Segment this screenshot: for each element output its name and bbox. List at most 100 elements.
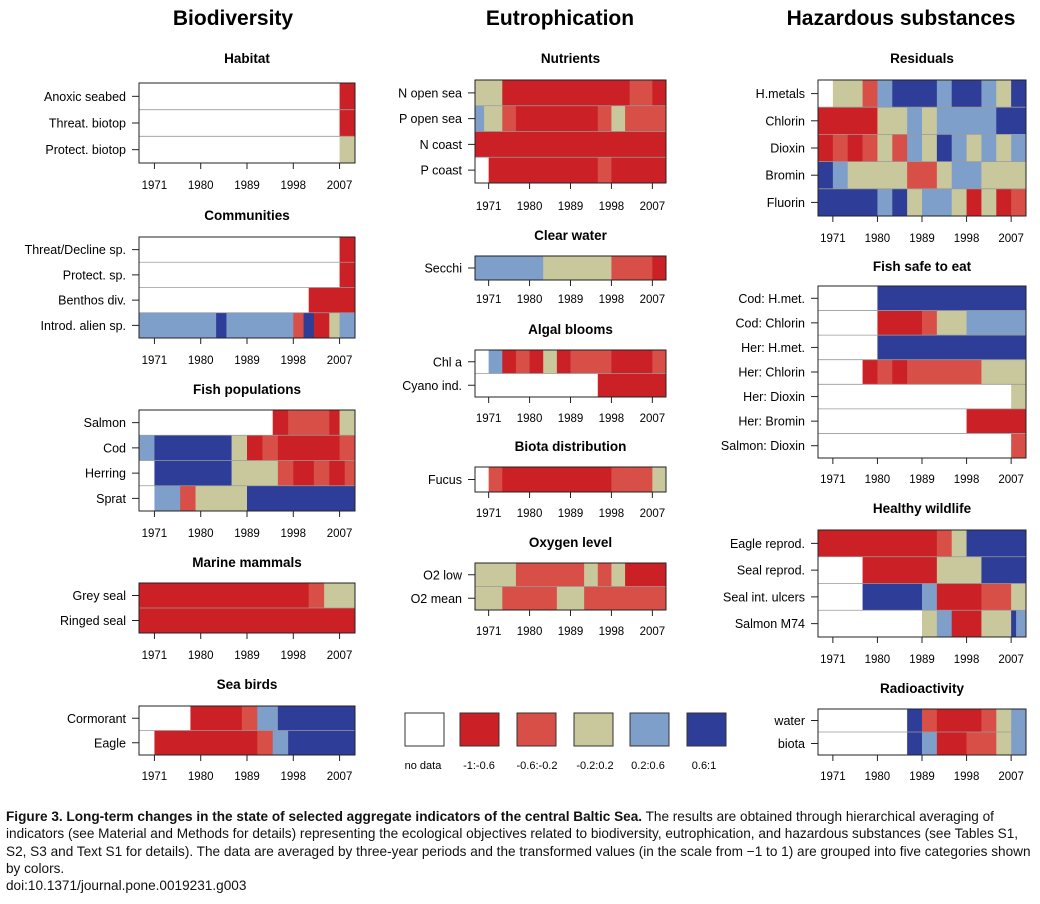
heatmap-cell [877,134,893,162]
heatmap-cell [818,709,908,733]
heatmap-cell [257,706,279,731]
heatmap-cell [597,157,612,184]
x-tick-label: 1989 [909,474,935,486]
heatmap-cell [1011,583,1027,611]
heatmap-cell [584,563,599,587]
heatmap-cell [611,157,667,184]
heatmap-cell [936,556,982,584]
heatmap-cell [922,583,938,611]
x-tick-label: 2007 [998,654,1024,666]
heatmap-cell [818,610,923,638]
heatmap-cell [892,80,938,108]
heatmap-cell [139,410,274,436]
legend-label: -1:-0.6 [463,760,495,772]
heatmap-cell [981,161,1027,190]
heatmap-cell [818,161,834,190]
heatmap-cell [231,460,279,487]
panel-title: Healthy wildlife [873,501,972,516]
heatmap-cell [862,583,923,611]
x-tick-label: 2007 [327,771,353,783]
heatmap-cell [877,359,893,385]
x-tick-label: 1998 [954,654,980,666]
heatmap-cell [475,80,503,107]
row-label: Salmon [84,416,126,430]
panel-title: Fish safe to eat [873,259,972,274]
heatmap-cell [996,732,1012,756]
heatmap-cell [272,410,289,436]
x-tick-label: 1998 [954,474,980,486]
x-tick-label: 1980 [865,474,891,486]
heatmap-cell [277,460,294,487]
heatmap-cell [288,730,356,756]
heatmap-cell [862,359,878,385]
heatmap-cell [818,107,878,135]
heatmap-cell [1011,80,1027,108]
row-label: Her: Dioxin [743,390,805,404]
x-tick-label: 1980 [517,294,543,306]
heatmap-cell [877,188,893,217]
heatmap-cell [907,359,982,385]
x-tick-label: 1989 [234,355,260,367]
heatmap-cell [922,610,938,638]
heatmap-cell [1011,188,1027,217]
heatmap-cell [339,435,356,461]
heatmap-cell [818,384,1012,410]
row-label: Anoxic seabed [44,90,126,104]
heatmap-cell [139,460,155,487]
heatmap-cell [475,467,490,493]
x-tick-label: 1989 [558,508,584,520]
x-tick-label: 2007 [327,180,353,192]
row-label: Chlorin [765,114,805,128]
x-tick-label: 1980 [517,413,543,425]
row-label: Benthos div. [58,294,126,308]
legend-label: 0.6:1 [692,760,716,772]
x-tick-label: 1971 [476,626,502,638]
x-tick-label: 1971 [476,294,502,306]
heatmap-cell [241,706,258,731]
x-tick-label: 1989 [234,528,260,540]
row-label: Seal int. ulcers [723,590,805,604]
heatmap-cell [981,188,997,217]
legend-swatch [686,712,727,747]
heatmap-cell [154,485,181,512]
heatmap-cell [818,583,863,611]
row-label: Ringed seal [60,614,126,628]
row-label: Fucus [428,473,462,487]
heatmap-cell [877,310,923,336]
panel-title: Communities [204,208,290,223]
heatmap-cell [515,350,530,374]
x-tick-label: 1971 [142,650,168,662]
x-tick-label: 1989 [909,771,935,783]
heatmap-cell [966,408,1027,434]
x-tick-label: 1989 [234,180,260,192]
row-label: Cyano ind. [402,379,462,393]
heatmap-cell [832,161,849,190]
heatmap-cell [951,161,982,190]
panel-title: Residuals [890,51,954,66]
heatmap-cell [139,136,340,164]
row-label: O2 low [423,568,463,582]
heatmap-cell [231,435,248,461]
row-label: Sprat [96,492,126,506]
heatmap-cell [625,563,667,587]
heatmap-cell [488,350,503,374]
heatmap-cell [262,435,279,461]
heatmap-cell [966,134,982,162]
heatmap-cell [611,350,653,374]
heatmap-cell [344,460,356,487]
heatmap-cell [195,485,248,512]
heatmap-cell [139,287,310,314]
heatmap-cell [570,350,612,374]
heatmap-cell [515,105,599,132]
row-label: Salmon M74 [735,617,805,631]
heatmap-cell [892,134,908,162]
heatmap-cell [951,188,967,217]
heatmap-cell [936,310,967,336]
heatmap-cell [139,435,155,461]
legend-label: -0.6:-0.2 [517,760,558,772]
heatmap-cell [597,105,612,132]
heatmap-cell [313,312,330,339]
row-label: Herring [85,467,126,481]
x-tick-label: 1989 [558,413,584,425]
heatmap-cell [226,312,294,339]
